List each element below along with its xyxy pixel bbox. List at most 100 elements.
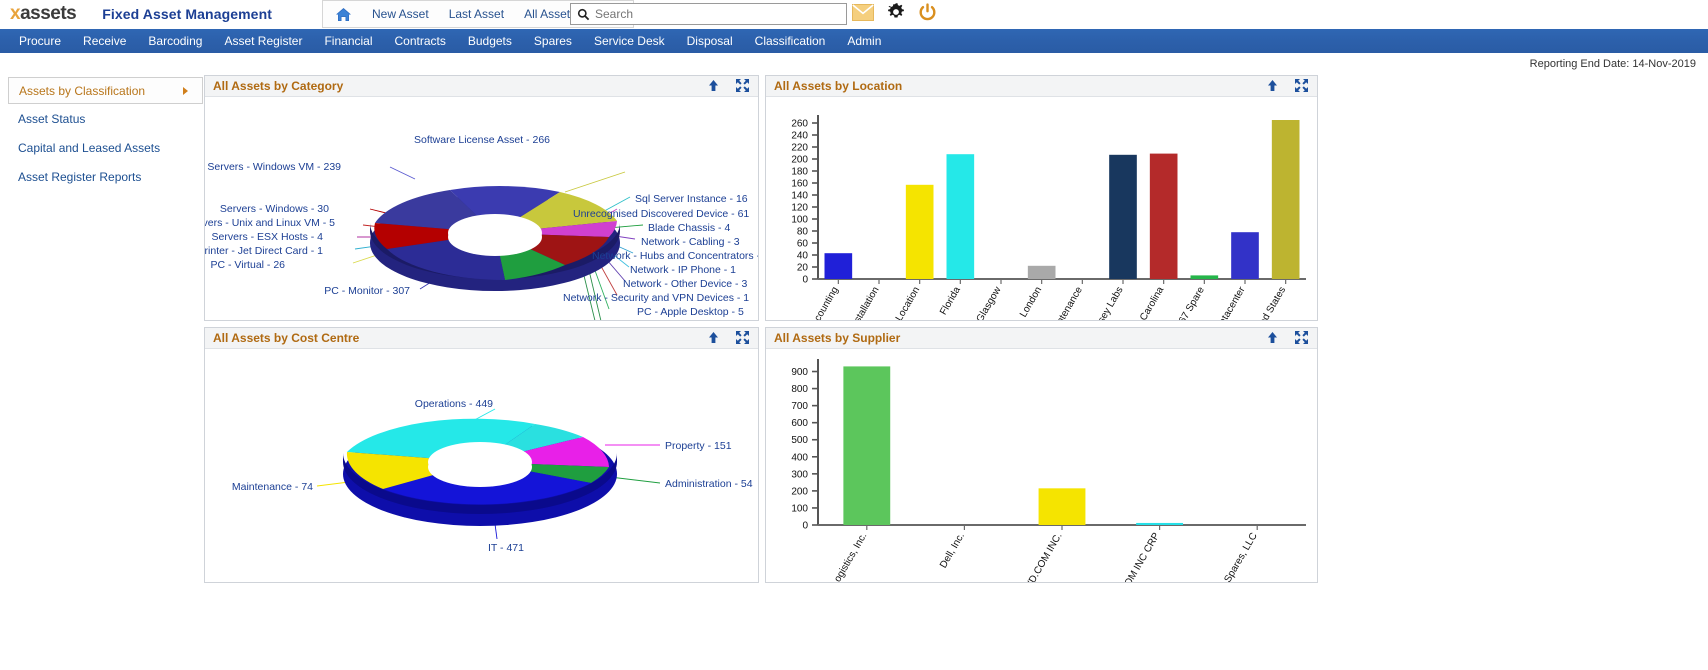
panel-all-assets-by-category: All Assets by Category: [204, 75, 759, 321]
pie-label: PC - Virtual - 26: [211, 259, 286, 271]
x-axis-tick-label: Installation: [848, 285, 881, 320]
nav-item-asset-register[interactable]: Asset Register: [224, 34, 303, 48]
y-axis-tick-label: 80: [797, 227, 809, 238]
main-nav: Procure Receive Barcoding Asset Register…: [0, 29, 1708, 53]
sidebar-item-label: Capital and Leased Assets: [18, 141, 161, 155]
y-axis-tick-label: 40: [797, 251, 809, 262]
y-axis-tick-label: 600: [791, 418, 808, 429]
bar[interactable]: [1149, 153, 1178, 279]
panel-title: All Assets by Category: [213, 79, 344, 93]
nav-item-contracts[interactable]: Contracts: [394, 34, 446, 48]
panel-title: All Assets by Location: [774, 79, 903, 93]
expand-icon[interactable]: [735, 78, 750, 93]
nav-item-service-desk[interactable]: Service Desk: [593, 34, 665, 48]
nav-item-budgets[interactable]: Budgets: [467, 34, 512, 48]
power-icon[interactable]: [918, 2, 937, 25]
bar[interactable]: [1231, 232, 1259, 279]
panel-all-assets-by-cost-centre: All Assets by Cost Centre: [204, 327, 759, 583]
bar[interactable]: [905, 184, 934, 279]
y-axis-tick-label: 0: [802, 521, 808, 532]
x-axis-tick-label: United States: [1249, 285, 1289, 320]
quicknav-last-asset[interactable]: Last Asset: [448, 7, 505, 21]
panel-tools: [1265, 78, 1309, 93]
x-axis-tick-label: ers Software Spares, LLC: [1193, 531, 1260, 582]
chart-all-assets-by-category: Software License Asset - 266 Servers - W…: [205, 134, 758, 320]
collapse-up-icon[interactable]: [706, 330, 721, 345]
panel-tools: [1265, 330, 1309, 345]
x-axis-tick-label: 7AV Logistics, Inc.: [819, 531, 869, 582]
dashboard-row-2: All Assets by Cost Centre: [204, 327, 1700, 583]
y-axis-tick-label: 160: [791, 179, 808, 190]
nav-item-financial[interactable]: Financial: [324, 34, 373, 48]
home-icon[interactable]: [335, 7, 352, 22]
expand-icon[interactable]: [1294, 78, 1309, 93]
y-axis-tick-label: 200: [791, 486, 808, 497]
y-axis-tick-label: 140: [791, 191, 808, 202]
bar[interactable]: [824, 253, 853, 279]
y-axis-tick-label: 900: [791, 367, 808, 378]
nav-item-admin[interactable]: Admin: [847, 34, 882, 48]
sidebar-item-asset-register-reports[interactable]: Asset Register Reports: [8, 164, 203, 191]
nav-item-spares[interactable]: Spares: [533, 34, 572, 48]
bar[interactable]: [1027, 265, 1056, 279]
panel-body: 0 100 200 300 400 500 600 700 800 900 7AV Logisti…: [766, 349, 1317, 582]
y-axis-tick-label: 180: [791, 167, 808, 178]
nav-item-procure[interactable]: Procure: [19, 34, 62, 48]
chevron-right-icon: [183, 87, 188, 95]
x-axis-tick-label: Maintenance: [1047, 285, 1085, 320]
pie-label: Administration - 54: [665, 478, 753, 490]
gear-icon[interactable]: [886, 2, 906, 25]
sidebar: Assets by Classification Asset Status Ca…: [0, 73, 203, 589]
y-axis-tick-label: 100: [791, 503, 808, 514]
pie-label: PC - Monitor - 307: [324, 285, 410, 297]
x-axis-tick-label: Accounting: [807, 285, 841, 320]
panel-tools: [706, 78, 750, 93]
pie-label: Sql Server Instance - 16: [635, 193, 748, 205]
x-axis-tick-label: COM INC CRP: [1119, 531, 1162, 582]
y-axis-tick-label: 200: [791, 155, 808, 166]
pie-label: Software License Asset - 266: [414, 134, 550, 146]
brand-logo-x: x: [10, 3, 21, 24]
bar[interactable]: [1271, 120, 1300, 279]
sidebar-item-assets-by-classification[interactable]: Assets by Classification: [8, 77, 203, 104]
collapse-up-icon[interactable]: [1265, 330, 1280, 345]
bar[interactable]: [843, 366, 891, 525]
x-axis-tick-label: New Jersey Labs: [1078, 285, 1126, 320]
sidebar-item-asset-status[interactable]: Asset Status: [8, 106, 203, 133]
nav-item-classification[interactable]: Classification: [754, 34, 826, 48]
bar[interactable]: [1136, 522, 1184, 525]
pie-label: IT - 471: [488, 542, 524, 554]
search-box[interactable]: [570, 3, 847, 25]
y-axis-tick-label: 20: [797, 263, 809, 274]
search-input[interactable]: [593, 6, 846, 22]
bar[interactable]: [1190, 275, 1219, 279]
collapse-up-icon[interactable]: [1265, 78, 1280, 93]
expand-icon[interactable]: [1294, 330, 1309, 345]
nav-item-receive[interactable]: Receive: [83, 34, 127, 48]
app-header: xassets Fixed Asset Management New Asset…: [0, 0, 1708, 29]
expand-icon[interactable]: [735, 330, 750, 345]
bar[interactable]: [1109, 154, 1137, 279]
x-axis-tick-label: London: [1018, 285, 1044, 319]
sidebar-item-label: Asset Register Reports: [18, 170, 142, 184]
pie-label: Network - Hubs and Concentrators - 2: [592, 250, 758, 262]
nav-item-barcoding[interactable]: Barcoding: [148, 34, 203, 48]
quicknav-all-assets[interactable]: All Assets: [524, 7, 577, 21]
brand-logo-rest: assets: [20, 3, 77, 24]
bar[interactable]: [946, 154, 975, 279]
mail-icon[interactable]: [852, 3, 874, 24]
pie-label: Servers - Windows - 30: [220, 203, 329, 215]
sidebar-item-capital-and-leased-assets[interactable]: Capital and Leased Assets: [8, 135, 203, 162]
pie-label: Servers - ESX Hosts - 4: [212, 231, 324, 243]
quicknav-new-asset[interactable]: New Asset: [371, 7, 429, 21]
y-axis-tick-label: 220: [791, 143, 808, 154]
brand-logo: xassets: [10, 3, 77, 25]
bar[interactable]: [1038, 488, 1086, 525]
y-axis-tick-label: 0: [802, 275, 808, 286]
pie-label: PC - Apple Desktop - 5: [637, 306, 744, 318]
panel-title: All Assets by Cost Centre: [213, 331, 360, 345]
nav-item-disposal[interactable]: Disposal: [686, 34, 733, 48]
collapse-up-icon[interactable]: [706, 78, 721, 93]
main-area: Assets by Classification Asset Status Ca…: [0, 73, 1708, 589]
